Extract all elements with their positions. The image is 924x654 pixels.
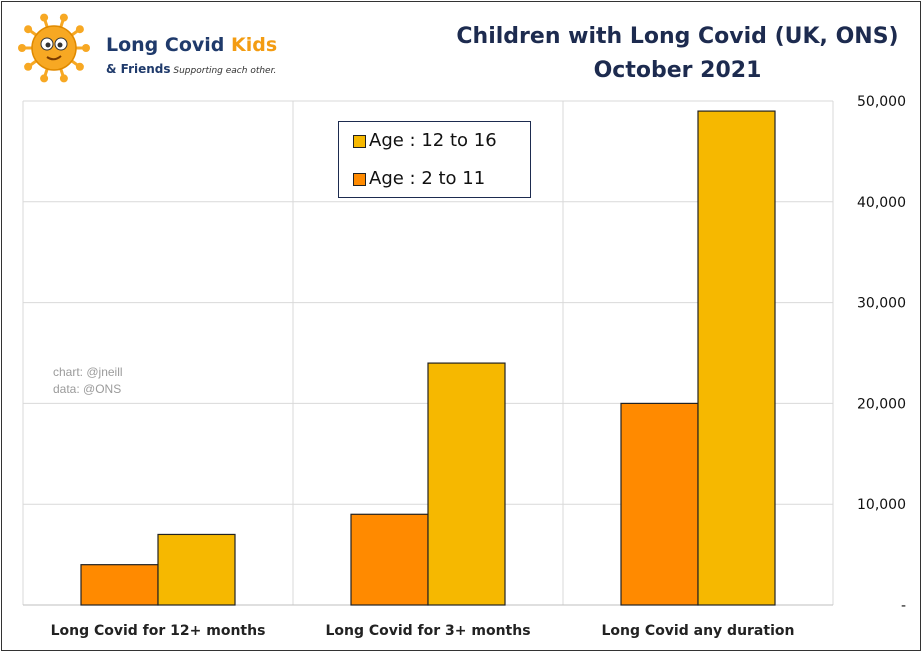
logo-subtitle: & Friends Supporting each other.	[106, 62, 277, 76]
chart-legend: Age : 12 to 16 Age : 2 to 11	[338, 121, 531, 198]
bar	[697, 110, 776, 606]
logo: Long Covid Kids & Friends Supporting eac…	[14, 10, 284, 85]
y-tick-label: 40,000	[857, 195, 906, 211]
logo-tagline: Supporting each other.	[170, 66, 277, 76]
y-tick-label: -	[901, 598, 906, 614]
bar	[350, 513, 429, 606]
legend-label-2-11: Age : 2 to 11	[369, 168, 486, 189]
legend-item-2-11: Age : 2 to 11	[353, 168, 486, 192]
logo-name-accent: Kids	[231, 34, 278, 56]
virus-mascot-icon	[18, 13, 90, 83]
y-tick-label: 10,000	[857, 497, 906, 513]
bar	[620, 402, 699, 606]
y-tick-label: 50,000	[857, 94, 906, 110]
legend-item-12-16: Age : 12 to 16	[353, 130, 497, 154]
bar	[427, 362, 506, 606]
logo-name: Long Covid Kids	[106, 34, 278, 56]
legend-label-12-16: Age : 12 to 16	[369, 130, 497, 151]
bar	[157, 533, 236, 606]
chart-title-block: Children with Long Covid (UK, ONS) Octob…	[440, 20, 915, 88]
chart-title: Children with Long Covid (UK, ONS)	[456, 24, 899, 49]
legend-swatch-12-16	[353, 135, 366, 148]
x-tick-label: Long Covid any duration	[602, 623, 795, 639]
data-credit: data: @ONS	[53, 382, 122, 396]
chart-subtitle: October 2021	[593, 58, 762, 83]
x-tick-label: Long Covid for 12+ months	[51, 623, 266, 639]
y-tick-label: 20,000	[857, 396, 906, 412]
x-tick-label: Long Covid for 3+ months	[325, 623, 530, 639]
bar	[80, 564, 159, 606]
y-tick-label: 30,000	[857, 296, 906, 312]
chart-credit: chart: @jneill	[53, 365, 123, 379]
legend-swatch-2-11	[353, 173, 366, 186]
